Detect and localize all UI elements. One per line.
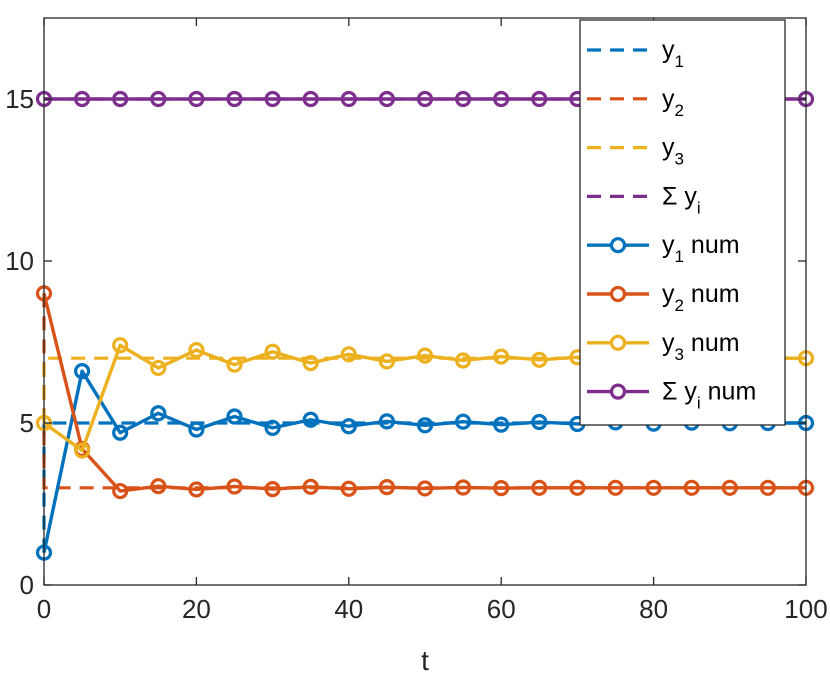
point-y-2-num <box>340 480 357 497</box>
y-tick-label: 5 <box>20 408 34 438</box>
point-y-3-num <box>531 351 548 368</box>
point-y-2-num <box>721 479 738 496</box>
point-y-2-num <box>378 479 395 496</box>
point--y-i-num <box>112 90 129 108</box>
x-tick-label: 100 <box>784 594 827 624</box>
point-y-2-num <box>188 481 205 498</box>
y-tick-label: 0 <box>20 570 34 600</box>
y-tick-label: 10 <box>5 246 34 276</box>
point-y-2-num <box>607 479 624 496</box>
point--y-i-num <box>264 90 281 108</box>
legend-marker <box>609 285 627 303</box>
point-y-1-num <box>416 417 434 434</box>
point-y-2-num <box>569 479 586 496</box>
point-y-1-num <box>340 418 357 435</box>
point-y-2-num <box>531 479 548 496</box>
legend-label: y1 <box>662 36 684 71</box>
legend-marker <box>609 237 627 254</box>
point-y-1-num <box>455 413 472 430</box>
point-y-2-num <box>493 480 510 497</box>
point-y-2-num <box>150 478 167 495</box>
legend-label: Σ yi num <box>662 378 756 413</box>
point-y-2-num <box>759 479 777 496</box>
legend-label: y1 num <box>662 231 740 266</box>
point-y-2-num <box>264 480 281 498</box>
point-y-3-num <box>150 359 167 377</box>
point-y-2-num <box>302 478 319 495</box>
point-y-3-num <box>112 337 129 354</box>
legend-label: Σ yi <box>662 182 701 217</box>
legend-label: y2 num <box>662 280 740 315</box>
point-y-2-num <box>455 479 472 496</box>
legend-marker <box>609 383 627 400</box>
point-y-3-num <box>493 348 510 365</box>
legend-entry[interactable]: y1 num <box>587 231 740 266</box>
point-y-2-num <box>226 478 243 495</box>
point--y-i-num <box>531 90 548 108</box>
legend-entry[interactable]: Σ yi num <box>587 378 756 413</box>
legend-entry[interactable]: y2 <box>587 85 684 120</box>
y-tick-label: 15 <box>5 84 34 114</box>
point-y-1-num <box>264 419 281 436</box>
point-y-3-num <box>73 442 91 459</box>
legend-entry[interactable]: Σ yi <box>587 182 701 217</box>
x-tick-label: 20 <box>182 594 211 624</box>
point--y-i-num <box>302 90 319 108</box>
point-y-3-num <box>226 356 243 373</box>
point--y-i-num <box>416 90 434 108</box>
series-y-2-num <box>35 285 815 500</box>
legend-label: y3 num <box>662 329 740 364</box>
point-y-2-num <box>645 479 662 496</box>
legend-marker <box>609 334 627 351</box>
point--y-i-num <box>73 90 91 108</box>
x-tick-label: 80 <box>639 594 668 624</box>
axes-layer: 0 20 40 60 80 100 0 5 10 15 <box>5 17 828 624</box>
point-y-1-num <box>150 405 167 422</box>
x-tick-label: 60 <box>487 594 516 624</box>
point-y-3-num <box>302 354 319 372</box>
point-y-3-num <box>188 342 205 359</box>
legend-entry[interactable]: y3 num <box>587 329 740 364</box>
legend-label: y2 <box>662 85 684 120</box>
legend-entry[interactable]: y2 num <box>587 280 740 315</box>
point-y-1-num <box>226 408 243 425</box>
point--y-i-num <box>188 90 205 108</box>
point-y-1-num <box>302 411 319 428</box>
point-y-1-num <box>73 363 91 380</box>
legend-box <box>579 19 786 426</box>
axes-box <box>43 17 807 586</box>
point--y-i-num <box>340 90 357 108</box>
point-y-2-num <box>683 479 700 496</box>
point-y-2-num <box>416 480 434 497</box>
point--y-i-num <box>226 90 243 108</box>
legend-entry[interactable]: y3 <box>587 134 684 169</box>
line-y-2-num <box>42 292 806 493</box>
point-y-1-num <box>112 424 129 441</box>
x-tick-label: 40 <box>334 594 363 624</box>
point-y-1-num <box>493 416 510 433</box>
legend-label: y3 <box>662 134 684 169</box>
x-axis-label: t <box>421 645 429 674</box>
point-y-3-num <box>340 346 357 363</box>
legend[interactable]: y1 y2 y3 Σ yi y1 num y2 num y3 num Σ yi num <box>579 19 786 426</box>
point-y-3-num <box>455 352 472 369</box>
point-y-1-num <box>531 413 548 431</box>
point-y-3-num <box>416 347 434 364</box>
point-y-3-num <box>378 353 395 370</box>
x-tick-label: 0 <box>37 594 51 624</box>
point-y-1-num <box>378 413 395 430</box>
point--y-i-num <box>378 90 395 108</box>
point-y-1-num <box>188 421 205 438</box>
point-y-2-num <box>112 482 129 500</box>
legend-entry[interactable]: y1 <box>587 36 684 71</box>
point--y-i-num <box>455 90 472 108</box>
point-y-3-num <box>264 343 281 360</box>
point--y-i-num <box>150 90 167 108</box>
point--y-i-num <box>493 90 510 108</box>
